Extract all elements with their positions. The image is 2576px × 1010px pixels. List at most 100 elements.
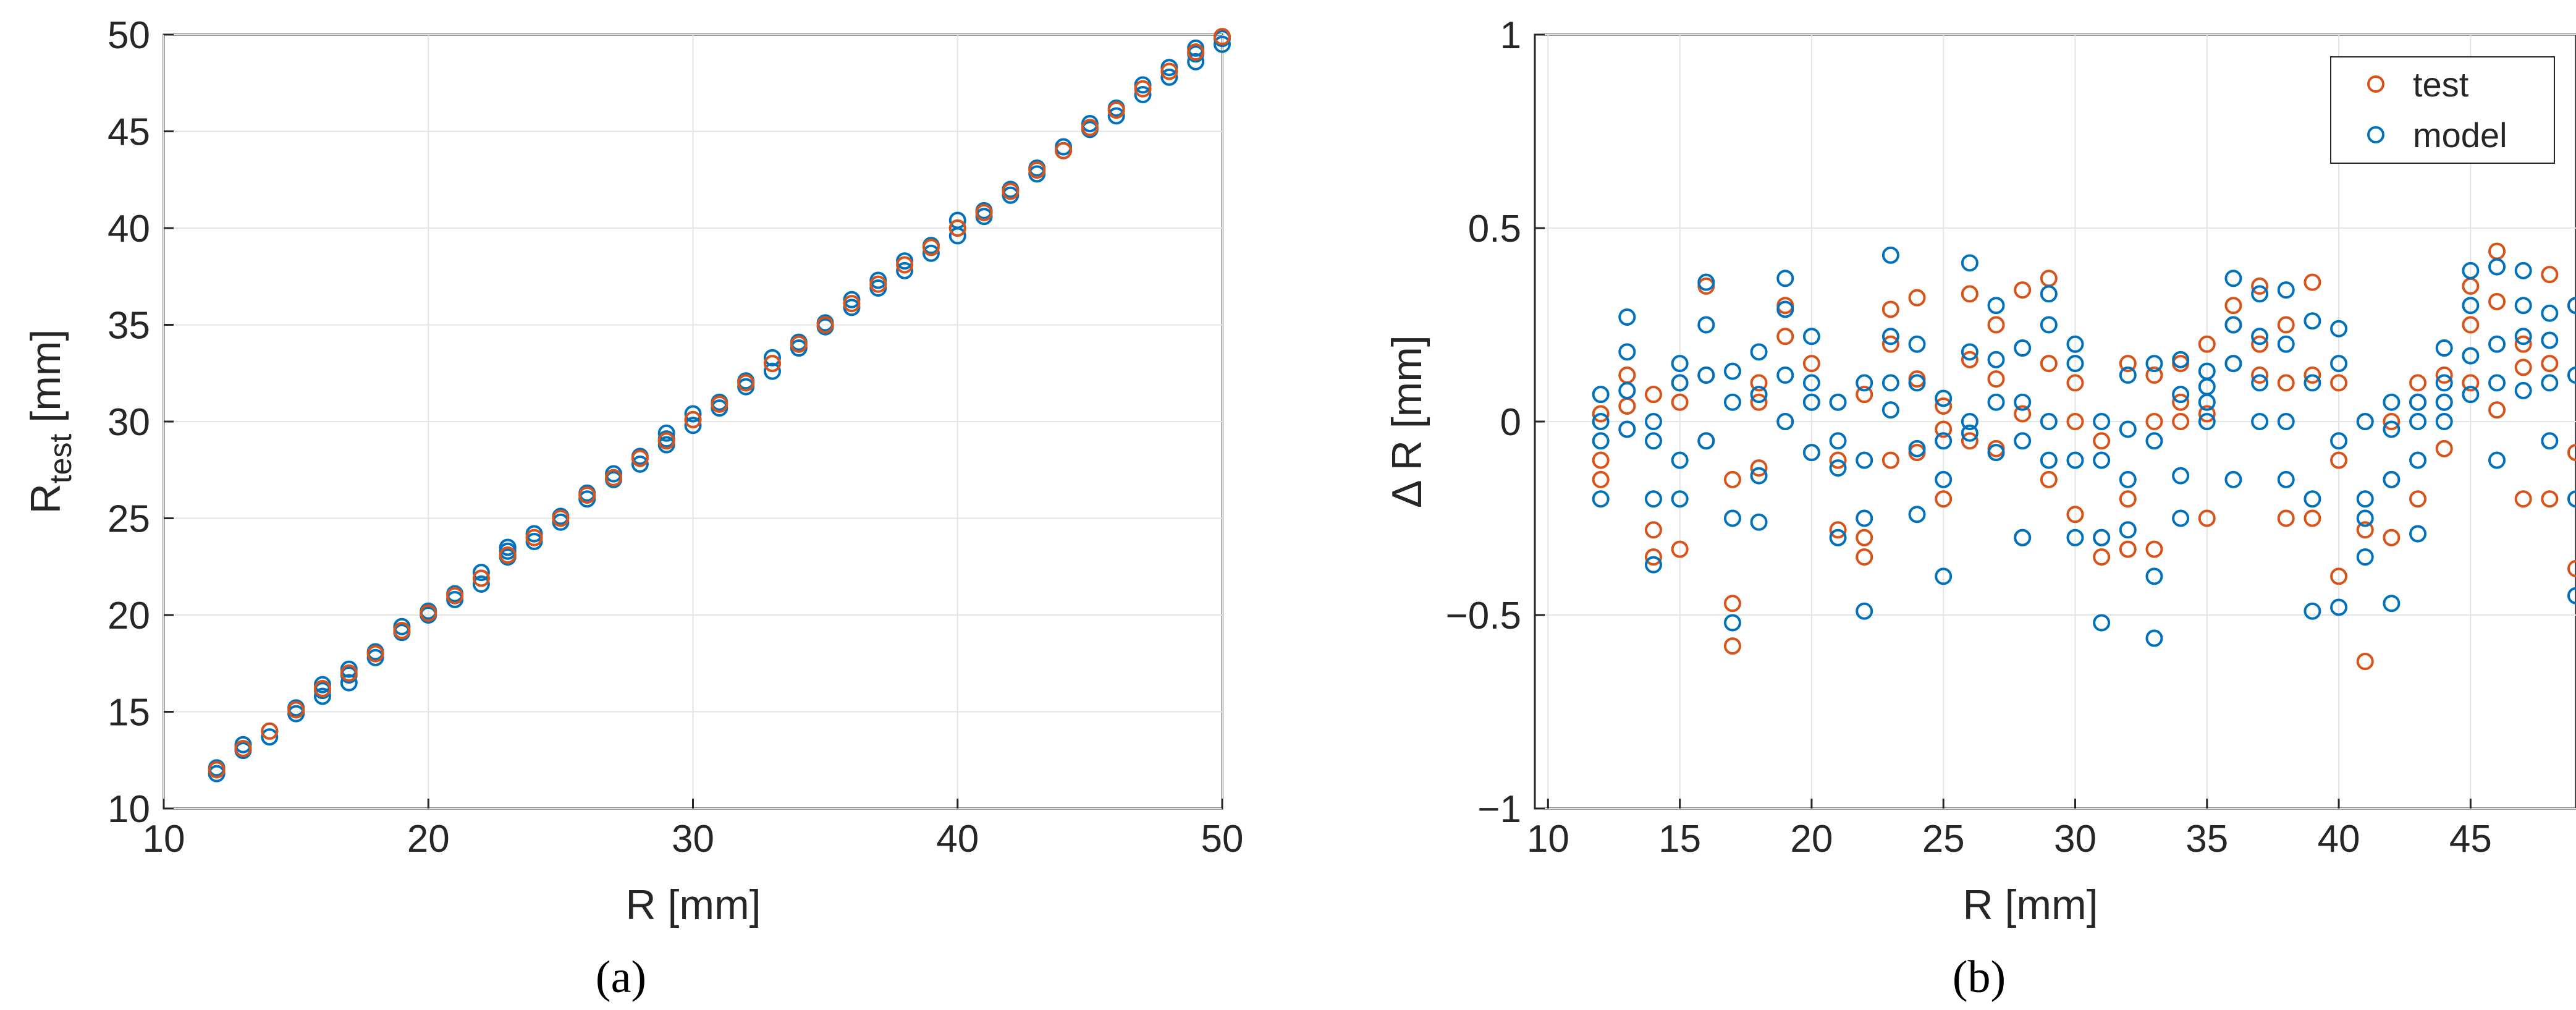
data-point-model (2066, 335, 2084, 353)
data-point-test (2198, 335, 2216, 353)
data-point-model (763, 362, 781, 380)
data-point-test (1750, 459, 1768, 477)
data-point-test (1055, 142, 1073, 159)
y-axis-label-sub-a: test (43, 434, 78, 484)
data-point-test (2119, 355, 2137, 373)
data-point-model (1697, 273, 1715, 291)
data-point-test (2277, 316, 2295, 334)
data-point-test (2093, 432, 2111, 450)
data-point-model (2040, 285, 2058, 303)
data-point-model (1802, 374, 1820, 392)
data-point-test (2145, 366, 2163, 384)
data-point-test (2462, 374, 2480, 392)
data-point-model (2383, 470, 2401, 488)
data-point-test (1935, 420, 1953, 438)
data-point-test (2462, 316, 2480, 334)
data-point-model (1750, 467, 1768, 485)
data-point-model (2277, 335, 2295, 353)
data-point-model (1802, 444, 1820, 462)
data-point-test (2014, 281, 2032, 299)
data-point-model (1935, 567, 1953, 585)
data-point-model (2224, 269, 2242, 287)
data-point-model (1961, 424, 1978, 442)
data-point-test (737, 374, 755, 392)
data-point-test (578, 486, 596, 504)
data-point-model (1776, 269, 1794, 287)
caption-a: (a) (596, 952, 646, 1003)
data-point-model (657, 424, 675, 442)
data-point-test (1908, 289, 1926, 307)
data-point-test (1776, 328, 1794, 346)
data-point-model (2567, 490, 2576, 508)
x-axis-label-a: R [mm] (625, 881, 761, 928)
data-point-model (1776, 300, 1794, 318)
data-point-model (1802, 328, 1820, 346)
data-point-test (948, 219, 966, 237)
data-point-model (340, 674, 358, 692)
data-point-model (1644, 413, 1662, 430)
legend-box (2330, 56, 2555, 164)
x-axis-label-b: R [mm] (1962, 881, 2098, 928)
panel-a: 10 20 30 40 50 10 15 20 25 30 35 40 45 50 R [mm] Rtes… (22, 14, 1243, 1003)
data-point-model (631, 455, 649, 473)
data-point-model (948, 211, 966, 229)
x-tick-label: 10 (1527, 818, 1569, 860)
data-point-test (790, 335, 808, 353)
panel-b: 10 15 20 25 30 35 40 45 −1 −0.5 0 0.5 1 R [mm] Δ R [… (1383, 14, 2576, 1003)
data-point-test (605, 469, 623, 486)
data-point-test (2541, 266, 2559, 284)
x-tick-label: 40 (936, 818, 979, 860)
data-point-test (763, 355, 781, 373)
data-point-test (2198, 509, 2216, 527)
legend-marker-model (2367, 126, 2384, 143)
data-point-test (1592, 405, 1610, 423)
y-tick-label: 0 (1500, 401, 1521, 444)
x-tick-label: 40 (2318, 818, 2360, 860)
data-point-model (1723, 509, 1741, 527)
data-point-model (2567, 366, 2576, 384)
data-point-model (1750, 513, 1768, 531)
data-point-model (2356, 413, 2374, 430)
data-point-test (2514, 335, 2532, 353)
data-point-model (2356, 548, 2374, 566)
data-point-model (2330, 320, 2348, 337)
x-tick-label: 30 (672, 818, 714, 860)
data-point-test (1829, 521, 1847, 539)
y-tick-label: −0.5 (1446, 595, 1521, 637)
data-point-model (1776, 413, 1794, 430)
data-point-model (1723, 393, 1741, 411)
legend-marker-test (2367, 75, 2384, 93)
data-point-model (2119, 366, 2137, 384)
data-point-test (1644, 548, 1662, 566)
data-point-test (1961, 350, 1978, 368)
x-tick-label: 50 (1201, 818, 1244, 860)
data-point-test (1160, 62, 1178, 80)
data-point-test (2172, 413, 2190, 430)
data-point-model (2435, 393, 2453, 411)
data-point-model (1908, 374, 1926, 392)
data-point-model (2251, 285, 2269, 303)
data-point-model (2093, 528, 2111, 546)
data-point-model (1935, 389, 1953, 407)
data-point-test (922, 239, 940, 257)
data-point-test (420, 604, 437, 622)
data-point-model (1856, 602, 1873, 620)
data-point-test (2224, 297, 2242, 315)
data-point-model (1881, 246, 1899, 264)
data-point-model (2251, 374, 2269, 392)
x-tick-label: 10 (143, 818, 185, 860)
data-point-test (2066, 413, 2084, 430)
data-point-model (2488, 451, 2506, 469)
data-point-model (1829, 528, 1847, 546)
data-point-model (2541, 374, 2559, 392)
data-point-test (366, 645, 384, 663)
data-point-model (1987, 444, 2005, 462)
data-point-test (2330, 374, 2348, 392)
caption-b: (b) (1953, 952, 2006, 1003)
data-point-test (2409, 490, 2427, 508)
data-point-model (2198, 413, 2216, 430)
data-point-model (2014, 393, 2032, 411)
data-point-test (261, 722, 279, 740)
data-point-test (843, 295, 861, 313)
data-point-test (287, 701, 305, 719)
